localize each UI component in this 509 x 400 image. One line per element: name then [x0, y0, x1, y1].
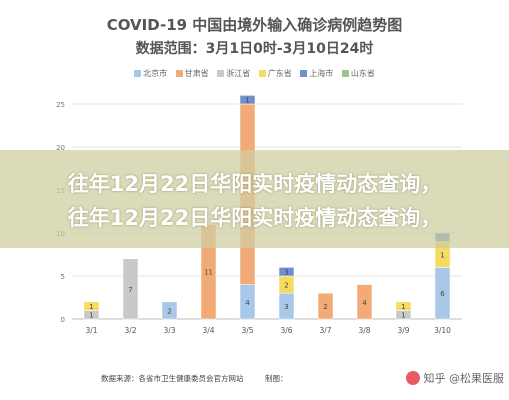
data-label: 2 — [284, 282, 288, 290]
bar-segment — [356, 284, 373, 320]
watermark-text: 知乎 @松果医服 — [423, 372, 505, 385]
legend-item: 广东省 — [258, 68, 292, 79]
banner-headline-1: 往年12月22日华阳实时疫情动态查询， — [67, 172, 442, 196]
legend-label: 上海市 — [309, 69, 334, 78]
data-label: 1 — [440, 252, 444, 260]
x-tick-label: 3/1 — [85, 326, 97, 335]
bar-segment — [395, 301, 412, 311]
bar-segment — [122, 258, 139, 320]
data-label: 1 — [401, 312, 405, 320]
y-tick-label: 5 — [61, 273, 65, 281]
legend-swatch — [341, 70, 349, 77]
title-banner-overlay: 往年12月22日华阳实时疫情动态查询， 往年12月22日华阳实时疫情动态查询， — [0, 150, 509, 248]
watermark: 知乎 @松果医服 — [386, 370, 504, 388]
legend-label: 甘肃省 — [184, 69, 209, 78]
bar-segment — [83, 301, 100, 311]
data-label: 11 — [204, 269, 213, 277]
y-tick-label: 0 — [61, 316, 65, 324]
x-tick-label: 3/3 — [163, 326, 175, 335]
legend-item: 浙江省 — [217, 68, 250, 79]
legend-swatch — [175, 70, 183, 77]
data-label: 4 — [362, 299, 367, 307]
data-label: 1 — [401, 303, 405, 311]
legend-label: 浙江省 — [226, 69, 251, 78]
data-label: 2 — [323, 303, 327, 311]
legend-label: 广东省 — [267, 69, 292, 78]
x-tick-label: 3/8 — [358, 326, 370, 335]
watermark-logo-icon — [405, 371, 420, 385]
x-tick-label: 3/7 — [319, 326, 331, 335]
legend-item: 上海市 — [300, 68, 333, 79]
legend-item: 北京市 — [134, 68, 167, 79]
x-tick-label: 3/2 — [124, 326, 136, 335]
bar-segment — [317, 292, 334, 320]
data-source-note: 数据来源：各省市卫生健康委员会官方网站 — [101, 374, 244, 383]
chart-legend: 北京市 甘肃省 浙江省 广东省 上海市 山东省 — [0, 68, 509, 79]
data-label: 4 — [245, 299, 250, 307]
bar-segment — [161, 301, 178, 320]
chart-subtitle: 数据范围：3月1日0时-3月10日24时 — [135, 41, 374, 57]
banner-headline-2: 往年12月22日华阳实时疫情动态查询， — [67, 206, 442, 230]
data-label: 1 — [245, 97, 249, 105]
x-tick-label: 3/9 — [397, 326, 409, 335]
chart-title: COVID-19 中国由境外输入确诊病例趋势图 — [106, 16, 403, 34]
data-label: 1 — [89, 303, 93, 311]
bar-segment — [239, 95, 256, 105]
legend-label: 山东省 — [350, 69, 375, 78]
data-label: 6 — [440, 290, 445, 298]
data-label: 3 — [284, 269, 288, 277]
bar-segment — [278, 267, 295, 277]
data-label: 7 — [128, 286, 132, 294]
x-tick-label: 3/4 — [202, 326, 214, 335]
chart-maker-note: 制图： — [265, 374, 288, 383]
data-label: 2 — [167, 307, 171, 315]
data-label: 1 — [89, 312, 93, 320]
legend-label: 北京市 — [143, 69, 168, 78]
legend-swatch — [300, 70, 308, 77]
y-tick-label: 25 — [56, 101, 65, 109]
x-tick-label: 3/6 — [280, 326, 292, 335]
data-label: 3 — [284, 303, 288, 311]
x-tick-label: 3/10 — [434, 326, 451, 335]
x-tick-label: 3/5 — [241, 326, 253, 335]
legend-item: 山东省 — [341, 68, 375, 79]
legend-swatch — [258, 70, 266, 77]
legend-swatch — [134, 70, 142, 77]
y-tick-label: 20 — [56, 144, 65, 152]
legend-item: 甘肃省 — [175, 68, 209, 79]
legend-swatch — [217, 70, 225, 77]
